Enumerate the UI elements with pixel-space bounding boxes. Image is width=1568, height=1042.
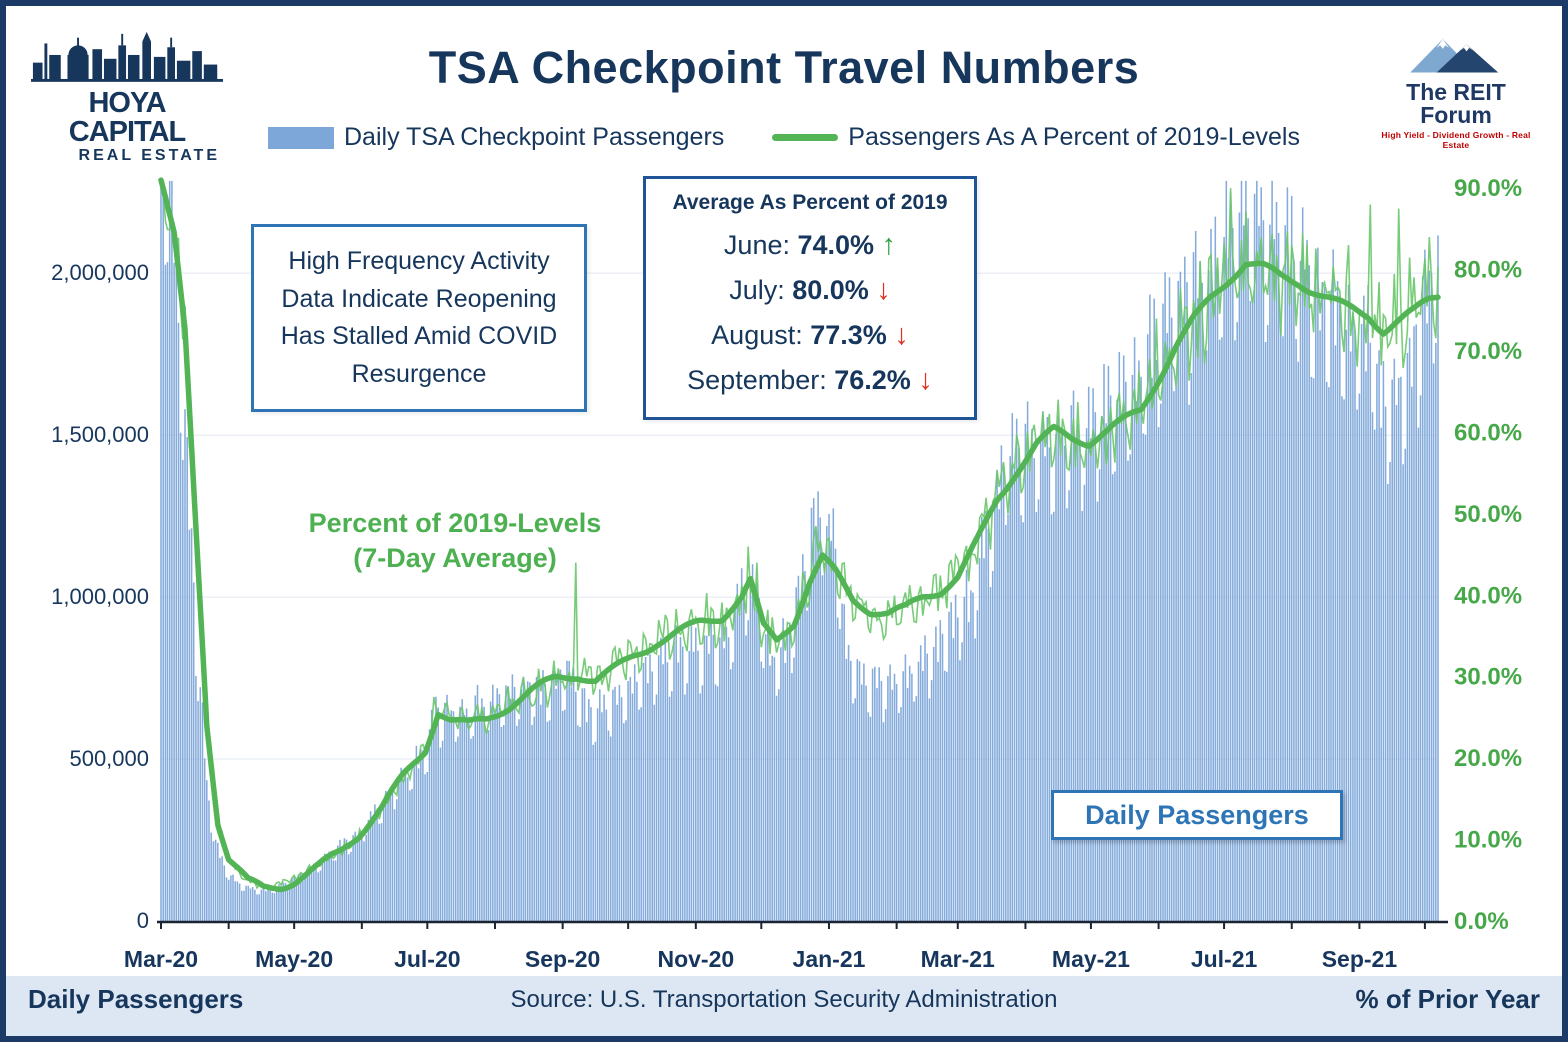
line-swatch-icon — [772, 134, 839, 141]
stat-row-july: July: 80.0% ↓ — [729, 273, 891, 306]
svg-text:Sep-20: Sep-20 — [525, 946, 600, 972]
legend-item-line: Passengers As A Percent of 2019-Levels — [772, 123, 1300, 152]
svg-text:50.0%: 50.0% — [1454, 501, 1522, 528]
footer-left-axis-label: Daily Passengers — [28, 984, 244, 1014]
chart-legend: Daily TSA Checkpoint Passengers Passenge… — [6, 123, 1562, 152]
daily-passengers-bars — [160, 180, 1439, 921]
svg-text:0.0%: 0.0% — [1454, 908, 1509, 935]
svg-text:Mar-20: Mar-20 — [124, 946, 198, 972]
svg-text:80.0%: 80.0% — [1454, 257, 1522, 284]
legend-label-bars: Daily TSA Checkpoint Passengers — [344, 123, 725, 151]
svg-text:40.0%: 40.0% — [1454, 582, 1522, 609]
reit-forum-logo: The REIT Forum High Yield - Dividend Gro… — [1372, 32, 1540, 150]
svg-text:30.0%: 30.0% — [1454, 664, 1522, 691]
reit-forum-name: The REIT Forum — [1406, 79, 1506, 128]
stat-row-september: September: 76.2% ↓ — [687, 363, 933, 396]
stat-row-june: June: 74.0% ↑ — [723, 229, 897, 261]
svg-text:1,500,000: 1,500,000 — [51, 422, 149, 447]
average-stats-box: Average As Percent of 2019 June: 74.0% ↑… — [643, 176, 977, 420]
svg-text:May-21: May-21 — [1052, 946, 1130, 972]
down-arrow-icon: ↓ — [894, 318, 909, 351]
svg-text:500,000: 500,000 — [69, 746, 149, 771]
svg-text:May-20: May-20 — [255, 946, 333, 972]
down-arrow-icon: ↓ — [918, 363, 933, 396]
svg-text:Sep-21: Sep-21 — [1322, 946, 1398, 972]
reit-forum-tagline: High Yield - Dividend Growth - Real Esta… — [1381, 130, 1531, 150]
svg-text:2,000,000: 2,000,000 — [51, 260, 149, 285]
svg-text:0: 0 — [137, 908, 149, 933]
svg-text:Jul-21: Jul-21 — [1191, 946, 1258, 972]
mountains-icon — [1410, 39, 1499, 73]
bar-swatch-icon — [268, 126, 334, 149]
reopening-callout-box: High Frequency Activity Data Indicate Re… — [251, 224, 587, 412]
svg-text:20.0%: 20.0% — [1454, 745, 1522, 772]
legend-item-bars: Daily TSA Checkpoint Passengers — [268, 123, 724, 152]
hoya-capital-logo: HOYA CAPITAL REAL ESTATE — [28, 26, 226, 165]
page-title: TSA Checkpoint Travel Numbers — [428, 42, 1140, 93]
percent-of-2019-7day-avg-line — [158, 177, 1441, 893]
svg-text:Jan-21: Jan-21 — [793, 946, 866, 972]
hoya-logo-name: HOYA CAPITAL — [68, 87, 187, 148]
svg-text:60.0%: 60.0% — [1454, 419, 1522, 446]
tsa-combo-chart: Mar-20 May-20 Jul-20 Sep-20 Nov-20 Jan-21 Mar-… — [51, 175, 1522, 972]
percent-line-label: Percent of 2019-Levels (7-Day Average) — [308, 508, 602, 574]
legend-label-line: Passengers As A Percent of 2019-Levels — [848, 123, 1300, 151]
city-skyline-icon — [31, 31, 223, 82]
hoya-logo-subtitle: REAL ESTATE — [78, 147, 220, 164]
up-arrow-icon: ↑ — [881, 229, 897, 261]
svg-text:10.0%: 10.0% — [1454, 827, 1522, 854]
svg-text:Nov-20: Nov-20 — [657, 946, 734, 972]
svg-text:Jul-20: Jul-20 — [394, 946, 460, 972]
svg-text:90.0%: 90.0% — [1454, 175, 1522, 202]
right-axis-labels: 0.0% 10.0% 20.0% 30.0% 40.0% 50.0% 60.0% 70.0% 8… — [1454, 175, 1522, 935]
x-axis-labels: Mar-20 May-20 Jul-20 Sep-20 Nov-20 Jan-21 Mar-… — [124, 946, 1397, 972]
left-axis-labels: 0 500,000 1,000,000 1,500,000 2,000,000 — [51, 260, 149, 933]
svg-text:70.0%: 70.0% — [1454, 338, 1522, 365]
source-attribution: Source: U.S. Transportation Security Adm… — [510, 986, 1058, 1013]
stats-box-title: Average As Percent of 2019 — [672, 191, 948, 214]
footer-right-axis-label: % of Prior Year — [1355, 984, 1541, 1014]
svg-text:Mar-21: Mar-21 — [921, 946, 995, 972]
daily-passengers-label-box: Daily Passengers — [1051, 790, 1343, 840]
svg-text:1,000,000: 1,000,000 — [51, 584, 149, 609]
footer-band: Daily Passengers Source: U.S. Transporta… — [6, 976, 1562, 1036]
stat-row-august: August: 77.3% ↓ — [711, 318, 909, 351]
down-arrow-icon: ↓ — [876, 273, 891, 306]
